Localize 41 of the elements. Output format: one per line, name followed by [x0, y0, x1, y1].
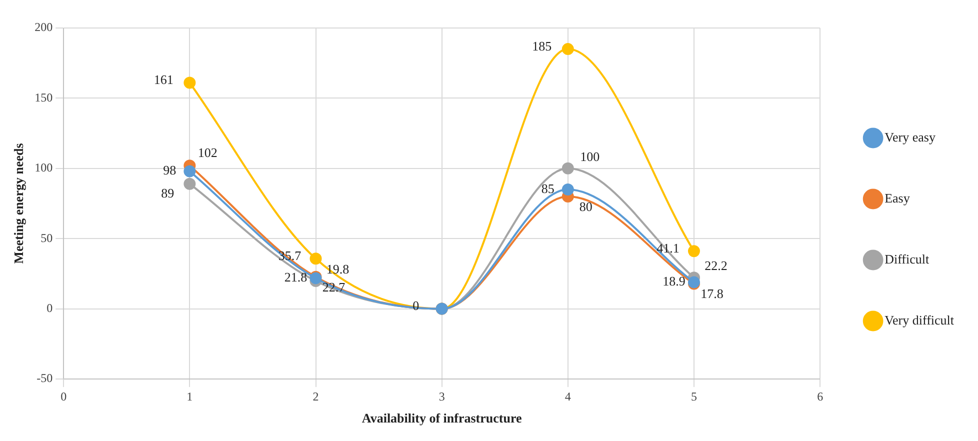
point: [184, 178, 196, 190]
point: [184, 76, 196, 89]
data-label: 85: [541, 180, 554, 196]
x-tick-label: 5: [690, 389, 697, 404]
y-tick-label: 0: [46, 300, 53, 315]
data-label: 22.2: [704, 258, 728, 274]
x-tick-label: 2: [312, 389, 319, 404]
x-tick-label: 6: [817, 389, 824, 404]
point: [562, 162, 574, 174]
x-tick-label: 3: [438, 389, 445, 404]
y-tick-label: 200: [34, 20, 53, 34]
data-label: 19.8: [326, 261, 350, 276]
y-tick-label: -50: [36, 371, 53, 386]
data-label: 17.8: [700, 286, 724, 302]
y-tick-label: 100: [34, 160, 53, 175]
point: [310, 252, 322, 265]
point: [562, 43, 574, 56]
x-tick-label: 4: [564, 389, 571, 404]
data-label: 21.8: [284, 270, 308, 285]
legend-label: Very easy: [884, 129, 936, 144]
data-label: 18.9: [662, 274, 686, 289]
x-axis-title: Availability of infrastructure: [362, 410, 522, 426]
legend-label: Difficult: [884, 251, 930, 266]
data-label: 89: [161, 185, 174, 200]
data-label: 98: [163, 162, 176, 178]
data-label: 100: [580, 148, 600, 164]
point: [688, 245, 700, 258]
data-label: 80: [579, 198, 592, 214]
data-label: 41.1: [656, 240, 680, 256]
legend-label: Very difficult: [884, 312, 954, 328]
data-label: 185: [532, 38, 552, 54]
x-tick-label: 0: [60, 389, 67, 404]
y-tick-label: 150: [34, 90, 53, 104]
point: [184, 165, 196, 178]
data-label: 102: [198, 145, 218, 160]
y-axis-title: Meeting energy needs: [11, 143, 26, 264]
y-tick-label: 50: [40, 230, 53, 245]
legend-label: Easy: [884, 190, 910, 206]
data-label: 161: [154, 72, 174, 88]
x-tick-label: 1: [186, 389, 193, 404]
point: [562, 183, 574, 196]
